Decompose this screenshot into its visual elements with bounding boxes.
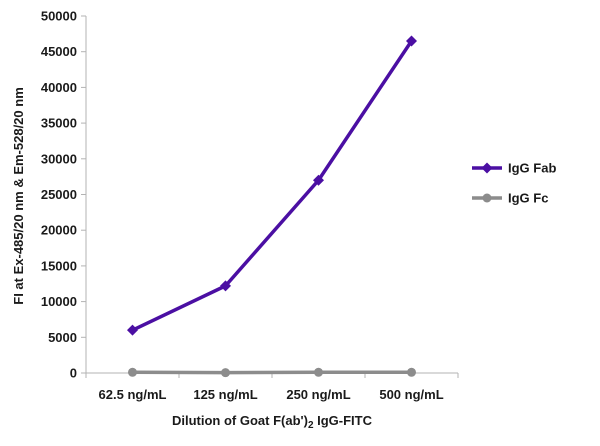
x-tick-label: 250 ng/mL [286,387,350,402]
x-tick-label: 62.5 ng/mL [99,387,167,402]
x-tick-labels: 62.5 ng/mL 125 ng/mL 250 ng/mL 500 ng/mL [85,373,459,402]
legend-item: IgG Fab [472,161,556,176]
data-point [220,280,231,292]
legend-marker [482,193,492,203]
y-tick-label: 0 [70,366,77,381]
x-tick-label: 125 ng/mL [193,387,257,402]
series-igg-fc [128,367,416,378]
x-axis-title: Dilution of Goat F(ab')2 IgG-FITC [172,413,373,431]
y-tick-label: 5000 [48,330,77,345]
data-point [407,367,416,377]
y-tick-label: 15000 [41,258,77,273]
y-tick-label: 45000 [41,44,77,59]
y-tick-label: 25000 [41,187,77,202]
y-tick-labels: 0 5000 10000 15000 20000 25000 30000 35000 40000… [41,9,86,381]
series-igg-fab [127,35,417,336]
data-point [314,367,323,377]
legend-label: IgG Fab [508,161,556,176]
data-point [128,367,137,377]
y-tick-label: 20000 [41,223,77,238]
y-tick-label: 35000 [41,116,77,131]
legend: IgG Fab IgG Fc [472,161,556,206]
series-layer [127,35,417,378]
y-tick-label: 10000 [41,294,77,309]
y-tick-label: 30000 [41,151,77,166]
y-tick-label: 50000 [41,9,77,24]
data-point [313,174,324,186]
legend-label: IgG Fc [508,191,548,206]
x-tick-label: 500 ng/mL [379,387,443,402]
data-point [221,368,230,378]
legend-marker [481,162,493,174]
series-line [131,40,413,332]
y-axis-title: FI at Ex-485/20 nm & Em-528/20 nm [11,87,26,304]
y-tick-label: 40000 [41,80,77,95]
legend-item: IgG Fc [472,191,548,206]
data-point [127,324,138,336]
data-point [406,35,417,47]
